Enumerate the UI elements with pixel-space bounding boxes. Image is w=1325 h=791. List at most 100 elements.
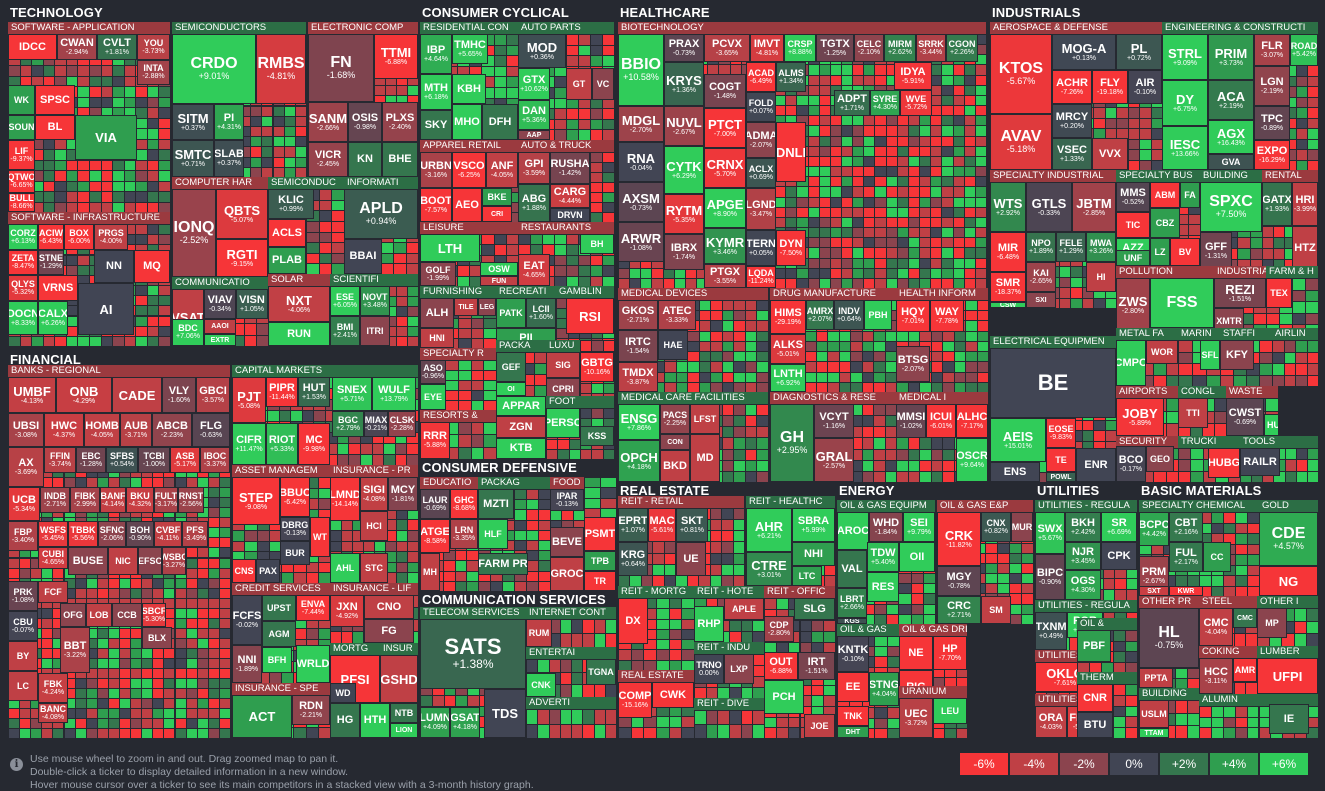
minor-stock-tile[interactable] <box>445 400 459 410</box>
stock-tile-aso[interactable]: ASO -0.96% <box>420 360 446 384</box>
minor-stock-tile[interactable] <box>256 334 268 346</box>
minor-stock-tile[interactable] <box>604 684 616 697</box>
stock-tile-arwr[interactable]: ARWR -1.08% <box>618 222 664 262</box>
stock-tile-lcii[interactable]: LCII +1.60% <box>526 298 556 328</box>
stock-tile-cwan[interactable]: CWAN -2.94% <box>57 34 97 60</box>
stock-tile-rdn[interactable]: RDN -2.21% <box>292 695 330 725</box>
stock-tile-pjt[interactable]: PJT -5.08% <box>232 377 266 423</box>
stock-tile-hims[interactable]: HIMS -29.19% <box>770 300 806 334</box>
stock-tile-appar[interactable]: APPAR <box>496 396 546 416</box>
stock-tile-cubi[interactable]: CUBI -4.65% <box>38 547 68 569</box>
stock-tile-miax[interactable]: MIAX -0.21% <box>364 411 388 437</box>
minor-stock-tile[interactable] <box>458 338 472 348</box>
stock-tile-vly[interactable]: VLY -1.60% <box>162 377 196 413</box>
minor-stock-tile[interactable] <box>470 400 485 410</box>
stock-tile-dfh[interactable]: DFH <box>482 104 518 140</box>
minor-stock-tile[interactable] <box>602 212 614 222</box>
minor-stock-tile[interactable] <box>470 338 485 348</box>
stock-tile-gef[interactable]: GEF <box>496 352 526 382</box>
stock-tile-ibp[interactable]: IBP +4.64% <box>420 34 452 74</box>
stock-tile-cnk[interactable]: CNK <box>526 673 556 697</box>
stock-tile-dbrg[interactable]: DBRG -0.13% <box>280 517 310 541</box>
stock-tile-cbu[interactable]: CBU -0.07% <box>8 611 38 641</box>
stock-tile-kn[interactable]: KN <box>348 142 382 177</box>
stock-tile-alks[interactable]: ALKS -5.01% <box>770 334 806 364</box>
stock-tile-iboc[interactable]: IBOC -3.37% <box>200 447 230 473</box>
minor-stock-tile[interactable] <box>458 400 472 410</box>
stock-tile-sky[interactable]: SKY <box>420 110 452 140</box>
minor-stock-tile[interactable] <box>483 400 496 410</box>
minor-stock-tile[interactable] <box>602 448 614 459</box>
stock-tile-alh[interactable]: ALH <box>420 298 454 328</box>
stock-tile-apge[interactable]: APGE +8.90% <box>704 188 746 228</box>
stock-tile-sats[interactable]: SATS +1.38% <box>420 619 526 689</box>
stock-tile-mth[interactable]: MTH +6.18% <box>420 74 452 110</box>
stock-tile-bdc[interactable]: BDC +7.06% <box>172 319 204 346</box>
stock-tile-vsco[interactable]: VSCO -6.25% <box>452 152 486 188</box>
stock-tile-ktb[interactable]: KTB <box>496 438 546 459</box>
stock-tile-ptct[interactable]: PTCT -7.00% <box>704 108 746 148</box>
minor-stock-tile[interactable] <box>293 572 307 583</box>
minor-stock-tile[interactable] <box>158 335 170 346</box>
stock-tile-cytk[interactable]: CYTK +6.29% <box>664 146 704 194</box>
stock-tile-vrns[interactable]: VRNS <box>38 275 78 301</box>
stock-tile-fbp[interactable]: FBP -3.40% <box>8 521 38 551</box>
stock-tile-klic[interactable]: KLIC +0.99% <box>268 189 314 219</box>
stock-tile-kymr[interactable]: KYMR +3.46% <box>704 228 746 264</box>
stock-tile-ttmi[interactable]: TTMI -6.88% <box>374 34 418 79</box>
minor-stock-tile[interactable] <box>458 446 472 459</box>
stock-tile-lob[interactable]: LOB <box>86 603 112 627</box>
stock-tile-cogt[interactable]: COGT -1.48% <box>704 74 746 108</box>
stock-tile-spsc[interactable]: SPSC <box>35 85 75 115</box>
stock-tile-aap[interactable]: AAP <box>518 130 550 140</box>
stock-tile-nn[interactable]: NN <box>94 250 134 283</box>
stock-tile-gt[interactable]: GT <box>566 68 592 100</box>
stock-tile-mho[interactable]: MHO <box>452 104 482 140</box>
minor-stock-tile[interactable] <box>407 336 418 346</box>
stock-tile-calx[interactable]: CALX +6.26% <box>38 301 68 335</box>
stock-tile-riot[interactable]: RIOT +5.33% <box>266 423 298 465</box>
stock-tile-lumn[interactable]: LUMN +4.09% <box>420 707 450 738</box>
stock-tile-dan[interactable]: DAN +5.36% <box>518 100 550 130</box>
stock-tile-mzti[interactable]: MZTI <box>478 489 514 519</box>
stock-tile-crnx[interactable]: CRNX -5.70% <box>704 148 746 188</box>
minor-stock-tile[interactable] <box>318 263 333 274</box>
stock-tile-nuvl[interactable]: NUVL -2.67% <box>664 106 704 146</box>
minor-stock-tile[interactable] <box>407 572 418 583</box>
stock-tile-fult[interactable]: FULT -3.17% <box>154 487 178 513</box>
stock-tile-stne[interactable]: STNE -1.29% <box>38 250 64 275</box>
stock-tile-bfh[interactable]: BFH <box>262 647 292 673</box>
minor-stock-tile[interactable] <box>538 580 550 591</box>
stock-tile-ccb[interactable]: CCB <box>112 603 142 627</box>
minor-stock-tile[interactable] <box>293 727 307 738</box>
stock-tile-docn[interactable]: DOCN +8.33% <box>8 301 38 335</box>
stock-tile-qlys[interactable]: QLYS -5.32% <box>8 275 38 301</box>
minor-stock-tile[interactable] <box>305 572 319 583</box>
stock-tile-zgn[interactable]: ZGN <box>496 416 546 438</box>
stock-tile-carg[interactable]: CARG -4.44% <box>550 184 590 208</box>
stock-tile-bmi[interactable]: BMI +2.41% <box>330 316 360 346</box>
stock-tile-perso[interactable]: PERSO <box>546 408 580 438</box>
minor-stock-tile[interactable] <box>405 263 418 274</box>
stock-tile-idcc[interactable]: IDCC <box>8 34 57 60</box>
stock-tile-cade[interactable]: CADE <box>112 377 162 413</box>
stock-tile-kss[interactable]: KSS <box>580 426 614 446</box>
stock-tile-axsm[interactable]: AXSM -0.73% <box>618 182 664 222</box>
stock-tile-ffin[interactable]: FFIN -3.74% <box>44 447 76 473</box>
stock-tile-prax[interactable]: PRAX -0.73% <box>664 34 704 62</box>
stock-tile-bbt[interactable]: BBT -3.22% <box>60 627 90 673</box>
minor-stock-tile[interactable] <box>483 434 496 448</box>
stock-tile-visn[interactable]: VISN +1.05% <box>236 289 268 319</box>
stock-tile-mq[interactable]: MQ <box>134 250 170 283</box>
stock-tile-hth[interactable]: HTH <box>360 703 390 738</box>
stock-tile-crdo[interactable]: CRDO +9.01% <box>172 34 256 104</box>
stock-tile-psmt[interactable]: PSMT <box>584 517 616 551</box>
stock-tile-beve[interactable]: BEVE <box>550 527 584 557</box>
stock-tile-lif[interactable]: LIF -9.37% <box>8 140 35 170</box>
stock-tile-pfs[interactable]: PFS -3.49% <box>182 521 208 547</box>
stock-tile-anf[interactable]: ANF -4.05% <box>486 152 518 188</box>
minor-stock-tile[interactable] <box>458 434 472 448</box>
stock-tile-wulf[interactable]: WULF +13.79% <box>372 377 416 411</box>
stock-tile-adpt[interactable]: ADPT +1.71% <box>834 90 870 116</box>
stock-tile-rytm[interactable]: RYTM -5.35% <box>664 194 704 234</box>
